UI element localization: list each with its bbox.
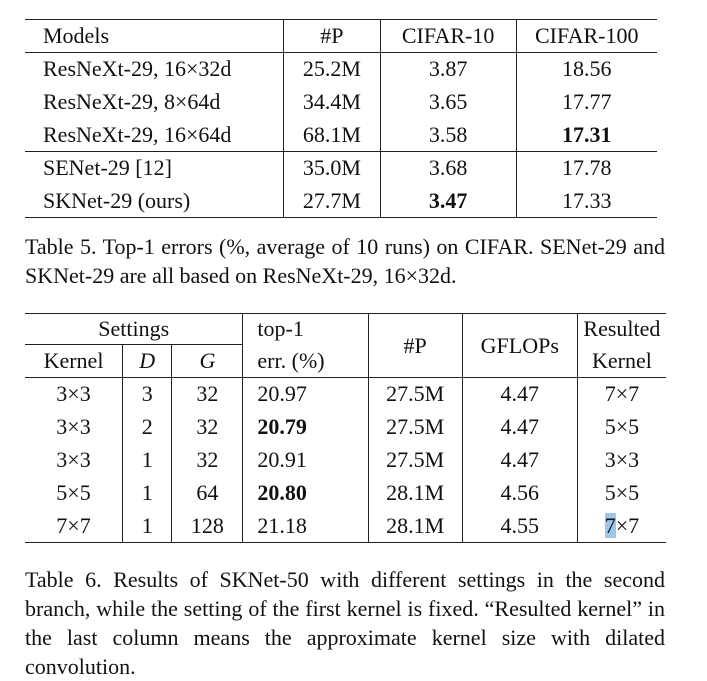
cell-err: 20.91: [242, 443, 369, 477]
cell-resulted-rest: ×7: [615, 512, 640, 538]
cell-cifar100-best: 17.31: [562, 121, 612, 147]
table-6-header-row-2: Kernel D G err. (%) Kernel: [25, 344, 666, 378]
cell-gflops: 4.47: [462, 410, 578, 444]
header-top1-line2: err. (%): [242, 344, 369, 378]
header-models: Models: [25, 19, 285, 53]
table-row: 7×7 1 128 21.18 28.1M 4.55 7×7: [25, 509, 666, 543]
header-cifar10: CIFAR-10: [380, 19, 517, 53]
cell-cifar10: 3.65: [380, 85, 517, 119]
table-5-header-row: Models #P CIFAR-10 CIFAR-100: [25, 19, 657, 53]
cell-d: 1: [122, 476, 173, 510]
cell-params: 34.4M: [283, 85, 381, 119]
cell-params: 35.0M: [283, 151, 381, 185]
cell-resulted: 7×7: [577, 509, 666, 543]
cell-cifar100: 18.56: [516, 52, 657, 86]
cell-gflops: 4.55: [462, 509, 578, 543]
cell-gflops: 4.47: [462, 377, 578, 411]
cell-kernel: 3×3: [25, 377, 124, 411]
table-row: SKNet-29 (ours) 27.7M 3.47 17.33: [25, 184, 657, 218]
cell-err-best: 20.79: [242, 410, 369, 444]
cell-err: 20.97: [242, 377, 369, 411]
header-params: #P: [368, 313, 463, 378]
cell-kernel: 3×3: [25, 410, 124, 444]
cell-resulted: 5×5: [604, 480, 640, 505]
cell-model: ResNeXt-29, 16×32d: [25, 52, 285, 86]
cell-d: 2: [122, 410, 173, 444]
table-6: Settings top-1 #P GFLOPs Resulted Kernel…: [25, 313, 666, 543]
cell-resulted: 3×3: [604, 447, 640, 472]
cell-gflops: 4.56: [462, 476, 578, 510]
cell-cifar10: 3.58: [380, 118, 517, 152]
table-row: ResNeXt-29, 16×32d 25.2M 3.87 18.56: [25, 52, 657, 86]
cell-gflops: 4.47: [462, 443, 578, 477]
header-resulted-line2: Kernel: [591, 347, 652, 373]
cell-g: 128: [171, 509, 244, 543]
header-kernel: Kernel: [25, 344, 124, 378]
cell-model: ResNeXt-29, 8×64d: [25, 85, 285, 119]
cell-err: 21.18: [242, 509, 369, 543]
header-gflops: GFLOPs: [462, 313, 578, 378]
cell-kernel: 3×3: [25, 443, 124, 477]
header-params: #P: [283, 19, 381, 53]
cell-model: SENet-29 [12]: [25, 151, 285, 185]
header-settings: Settings: [25, 313, 244, 345]
cell-kernel: 7×7: [25, 509, 124, 543]
cell-cifar10: 3.87: [380, 52, 517, 86]
cell-resulted: 5×5: [604, 414, 640, 439]
cell-d: 1: [122, 443, 173, 477]
cell-err-best: 20.80: [242, 476, 369, 510]
table-row: 3×3 1 32 20.91 27.5M 4.47 3×3: [25, 443, 666, 477]
table-5-caption: Table 5. Top-1 errors (%, average of 10 …: [25, 234, 665, 288]
cell-cifar10: 3.68: [380, 151, 517, 185]
cell-g: 32: [171, 377, 244, 411]
header-cifar100: CIFAR-100: [516, 19, 657, 53]
cell-model: SKNet-29 (ours): [25, 184, 285, 218]
cell-params: 27.7M: [283, 184, 381, 218]
header-top1-line1: top-1: [242, 313, 369, 345]
cell-resulted: 7×7: [577, 377, 666, 411]
cell-params: 27.5M: [368, 443, 463, 477]
cell-params: 27.5M: [368, 377, 463, 411]
cell-params: 28.1M: [368, 476, 463, 510]
cell-cifar100: 17.78: [516, 151, 657, 185]
cell-g: 32: [171, 443, 244, 477]
cell-g: 64: [171, 476, 244, 510]
header-d: D: [122, 344, 173, 378]
table-row: 5×5 1 64 20.80 28.1M 4.56 5×5: [25, 476, 666, 510]
cell-params: 68.1M: [283, 118, 381, 152]
table-row: SENet-29 [12] 35.0M 3.68 17.78: [25, 151, 657, 185]
cell-params: 27.5M: [368, 410, 463, 444]
table-row: 3×3 3 32 20.97 27.5M 4.47 7×7: [25, 377, 666, 411]
cell-kernel: 5×5: [25, 476, 124, 510]
text-selection-highlight[interactable]: 7: [604, 512, 616, 538]
cell-d: 3: [122, 377, 173, 411]
table-5: Models #P CIFAR-10 CIFAR-100 ResNeXt-29,…: [25, 19, 657, 218]
table-row: ResNeXt-29, 16×64d 68.1M 3.58 17.31: [25, 118, 657, 152]
table-6-caption: Table 6. Results of SKNet-50 with differ…: [25, 567, 665, 679]
table-row: 3×3 2 32 20.79 27.5M 4.47 5×5: [25, 410, 666, 444]
header-g: G: [171, 344, 244, 378]
cell-cifar100: 17.77: [562, 89, 612, 114]
cell-cifar100: 17.33: [516, 184, 657, 218]
cell-model: ResNeXt-29, 16×64d: [25, 118, 285, 152]
cell-params: 25.2M: [283, 52, 381, 86]
cell-d: 1: [122, 509, 173, 543]
table-row: ResNeXt-29, 8×64d 34.4M 3.65 17.77: [25, 85, 657, 119]
cell-params: 28.1M: [368, 509, 463, 543]
cell-g: 32: [171, 410, 244, 444]
cell-cifar10-best: 3.47: [380, 184, 517, 218]
header-resulted-line1: Resulted: [577, 313, 666, 345]
table-6-header-row-1: Settings top-1 #P GFLOPs Resulted: [25, 313, 666, 378]
